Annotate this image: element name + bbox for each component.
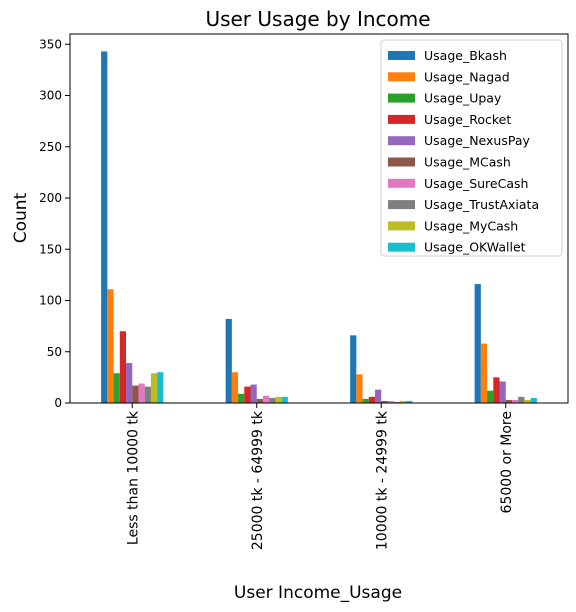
bar-usage-nexuspay bbox=[126, 363, 133, 403]
legend-entry: Usage_Bkash bbox=[424, 48, 507, 63]
x-axis-label: User Income_Usage bbox=[234, 583, 402, 603]
bar-usage-surecash bbox=[387, 400, 394, 403]
bar-usage-nexuspay bbox=[499, 381, 506, 403]
bar-usage-okwallet bbox=[530, 397, 537, 403]
bar-usage-okwallet bbox=[157, 372, 164, 403]
bar-usage-nexuspay bbox=[375, 389, 382, 403]
x-tick-label: 10000 tk - 24999 tk bbox=[374, 410, 390, 550]
bar-usage-bkash bbox=[350, 335, 357, 403]
bar-usage-rocket bbox=[244, 386, 251, 403]
x-axis: Less than 10000 tk 25000 tk - 64999 tk 100… bbox=[125, 403, 515, 550]
bar-usage-trustaxiata bbox=[518, 396, 525, 403]
bar-usage-rocket bbox=[493, 377, 500, 403]
bar-usage-mycash bbox=[399, 400, 407, 403]
bar-usage-okwallet bbox=[406, 400, 413, 403]
legend-entry: Usage_NexusPay bbox=[424, 133, 530, 148]
bar-usage-bkash bbox=[101, 51, 108, 404]
legend: Usage_Bkash Usage_Nagad Usage_Upay Usage_Ro… bbox=[380, 39, 563, 257]
legend-swatch bbox=[388, 157, 415, 167]
bar-usage-bkash bbox=[474, 284, 481, 403]
bar-usage-upay bbox=[487, 390, 494, 403]
y-tick-label: 150 bbox=[39, 242, 62, 256]
legend-entry: Usage_OKWallet bbox=[424, 240, 526, 255]
bar-usage-rocket bbox=[119, 331, 127, 403]
bar-usage-nagad bbox=[231, 372, 239, 403]
bar-usage-nagad bbox=[107, 289, 114, 403]
bar-usage-mcash bbox=[505, 399, 512, 403]
chart-title: User Usage by Income bbox=[205, 7, 430, 31]
legend-swatch bbox=[388, 136, 415, 146]
bar-usage-surecash bbox=[138, 383, 145, 403]
x-tick-label: Less than 10000 tk bbox=[125, 410, 141, 545]
y-tick-label: 50 bbox=[47, 345, 62, 359]
bar-usage-upay bbox=[362, 398, 369, 403]
legend-swatch bbox=[388, 178, 415, 188]
y-tick-label: 0 bbox=[54, 396, 62, 410]
y-tick-label: 300 bbox=[39, 89, 62, 103]
y-tick-label: 100 bbox=[39, 294, 62, 308]
legend-swatch bbox=[388, 72, 415, 82]
bar-usage-surecash bbox=[262, 395, 270, 403]
y-tick-label: 250 bbox=[39, 140, 62, 154]
legend-entry: Usage_Nagad bbox=[424, 69, 510, 84]
bar-usage-upay bbox=[113, 373, 120, 403]
legend-swatch bbox=[388, 114, 415, 124]
bar-usage-okwallet bbox=[281, 396, 288, 403]
legend-entry: Usage_TrustAxiata bbox=[424, 197, 539, 212]
bar-usage-upay bbox=[238, 393, 245, 403]
legend-swatch bbox=[388, 221, 415, 231]
legend-entry: Usage_Upay bbox=[424, 91, 502, 106]
x-tick-label: 65000 or More bbox=[499, 411, 515, 513]
bar-usage-surecash bbox=[511, 399, 519, 403]
legend-swatch bbox=[388, 200, 415, 210]
bar-usage-nagad bbox=[480, 343, 488, 403]
legend-entry: Usage_SureCash bbox=[424, 176, 528, 191]
bar-usage-mcash bbox=[256, 398, 263, 403]
bars-group bbox=[101, 51, 537, 404]
legend-box bbox=[380, 39, 563, 257]
legend-swatch bbox=[388, 242, 415, 252]
legend-entry: Usage_MyCash bbox=[424, 218, 518, 233]
bar-usage-trustaxiata bbox=[269, 397, 276, 403]
bar-usage-mycash bbox=[275, 396, 282, 403]
bar-usage-bkash bbox=[225, 318, 232, 403]
bar-usage-rocket bbox=[368, 396, 376, 403]
bar-usage-nexuspay bbox=[250, 384, 257, 403]
bar-usage-nagad bbox=[356, 374, 363, 403]
legend-swatch bbox=[388, 51, 415, 60]
legend-swatch bbox=[388, 93, 415, 103]
bar-usage-trustaxiata bbox=[144, 386, 151, 403]
y-axis-label: Count bbox=[11, 192, 31, 243]
plot-frame bbox=[69, 33, 569, 404]
y-tick-label: 350 bbox=[39, 37, 62, 51]
x-tick-label: 25000 tk - 64999 tk bbox=[250, 410, 266, 550]
bar-usage-mcash bbox=[132, 385, 139, 403]
legend-entry: Usage_Rocket bbox=[424, 112, 511, 127]
bar-usage-mycash bbox=[524, 399, 531, 403]
legend-entry: Usage_MCash bbox=[424, 155, 511, 170]
bar-usage-trustaxiata bbox=[393, 401, 400, 403]
y-axis: 0 50 100 150 200 250 300 350 bbox=[39, 37, 70, 410]
y-tick-label: 200 bbox=[39, 191, 62, 205]
bar-usage-mcash bbox=[381, 400, 388, 403]
bar-usage-mycash bbox=[150, 373, 158, 403]
